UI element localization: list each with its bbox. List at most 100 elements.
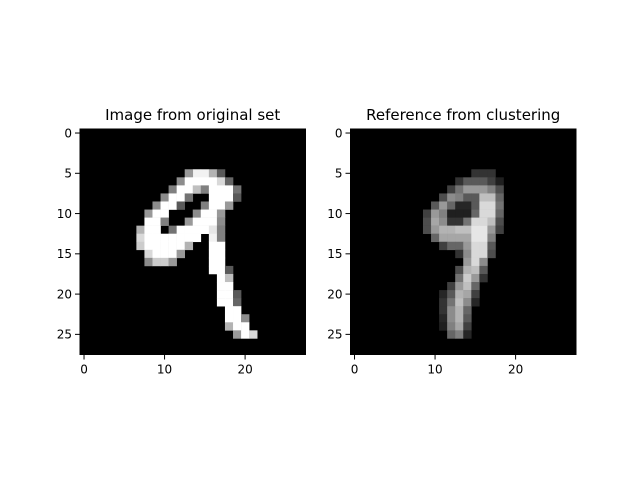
- heatmap-cell: [487, 169, 496, 178]
- heatmap-cell: [224, 201, 234, 210]
- heatmap-original: [80, 129, 306, 355]
- heatmap-cell: [463, 249, 472, 259]
- heatmap-cell: [216, 273, 226, 283]
- heatmap-cell: [192, 225, 202, 234]
- heatmap-cell: [463, 233, 472, 243]
- heatmap-cell: [224, 306, 234, 315]
- heatmap-cell: [160, 201, 169, 210]
- heatmap-cell: [144, 217, 153, 226]
- heatmap-cell: [455, 330, 464, 339]
- heatmap-cell: [463, 265, 472, 275]
- heatmap-cell: [144, 225, 153, 234]
- heatmap-cell: [200, 225, 210, 234]
- heatmap-cell: [184, 177, 194, 186]
- heatmap-cell: [233, 290, 242, 299]
- heatmap-cell: [208, 209, 218, 218]
- heatmap-cell: [479, 249, 488, 259]
- heatmap-cell: [447, 290, 456, 299]
- heatmap-cell: [216, 282, 226, 291]
- heatmap-cell: [455, 209, 464, 218]
- heatmap-cell: [224, 322, 234, 331]
- x-tick-label: 0: [351, 363, 359, 377]
- heatmap-cell: [463, 209, 472, 218]
- heatmap-cell: [455, 273, 464, 283]
- heatmap-cell: [447, 233, 456, 243]
- heatmap-cell: [463, 241, 472, 251]
- heatmap-cell: [152, 209, 161, 218]
- heatmap-cell: [216, 249, 226, 259]
- heatmap-cell: [208, 257, 218, 267]
- heatmap-cell: [200, 177, 210, 186]
- heatmap-cell: [455, 322, 464, 331]
- heatmap-cell: [233, 330, 242, 339]
- heatmap-cell: [455, 177, 464, 186]
- heatmap-cell: [447, 298, 456, 307]
- heatmap-cell: [439, 314, 448, 323]
- heatmap-cell: [136, 225, 145, 234]
- heatmap-cell: [200, 185, 210, 194]
- heatmap-cell: [455, 265, 464, 275]
- heatmap-cell: [479, 265, 488, 275]
- heatmap-cell: [447, 322, 456, 331]
- heatmap-cell: [471, 257, 480, 267]
- heatmap-cell: [447, 209, 456, 218]
- heatmap-cell: [479, 209, 488, 218]
- heatmap-cell: [479, 201, 488, 210]
- heatmap-cell: [439, 233, 448, 243]
- heatmap-cell: [447, 193, 456, 202]
- heatmap-cell: [471, 209, 480, 218]
- heatmap-cell: [200, 201, 210, 210]
- heatmap-cell: [439, 217, 448, 226]
- panel-title-reference: Reference from clustering: [366, 106, 560, 124]
- heatmap-cell: [152, 257, 161, 267]
- heatmap-cell: [192, 185, 202, 194]
- heatmap-cell: [455, 185, 464, 194]
- heatmap-cell: [233, 306, 242, 315]
- heatmap-cell: [233, 298, 242, 307]
- heatmap-cell: [471, 265, 480, 275]
- heatmap-cell: [241, 322, 250, 331]
- heatmap-cell: [463, 282, 472, 291]
- heatmap-cell: [463, 273, 472, 283]
- axes-frame: [350, 128, 577, 355]
- heatmap-cell: [200, 169, 210, 178]
- heatmap-cell: [144, 257, 153, 267]
- heatmap-cell: [431, 225, 440, 234]
- heatmap-cell: [463, 217, 472, 226]
- heatmap-cell: [447, 201, 456, 210]
- heatmap-cell: [471, 185, 480, 194]
- heatmap-cell: [168, 201, 177, 210]
- heatmap-cell: [471, 241, 480, 251]
- heatmap-cell: [479, 185, 488, 194]
- heatmap-cell: [216, 241, 226, 251]
- heatmap-cell: [208, 185, 218, 194]
- heatmap-cell: [216, 233, 226, 243]
- heatmap-cell: [463, 322, 472, 331]
- heatmap-cell: [447, 282, 456, 291]
- heatmap-cell: [208, 169, 218, 178]
- heatmap-cell: [184, 193, 194, 202]
- heatmap-cell: [495, 225, 504, 234]
- axis-ticks-reference: 0 10 20 0 5 10 15 20 25: [327, 126, 577, 377]
- heatmap-cell: [495, 193, 504, 202]
- axis-ticks-original: 0 10 20 0 5 10 15 20 25: [57, 126, 306, 377]
- heatmap-cell: [431, 233, 440, 243]
- heatmap-cell: [160, 241, 169, 251]
- heatmap-cell: [455, 249, 464, 259]
- heatmap-cell: [471, 225, 480, 234]
- heatmap-cell: [224, 290, 234, 299]
- heatmap-cell: [447, 314, 456, 323]
- heatmap-cell: [216, 265, 226, 275]
- heatmap-cell: [455, 306, 464, 315]
- heatmap-cell: [216, 257, 226, 267]
- y-tick-label: 20: [57, 287, 72, 301]
- heatmap-cell: [471, 177, 480, 186]
- heatmap-cell: [168, 185, 177, 194]
- heatmap-cell: [176, 193, 185, 202]
- heatmap-cell: [176, 249, 185, 259]
- heatmap-cell: [455, 193, 464, 202]
- heatmap-cell: [216, 177, 226, 186]
- heatmap-cell: [224, 185, 234, 194]
- heatmap-cell: [216, 193, 226, 202]
- heatmap-cell: [136, 241, 145, 251]
